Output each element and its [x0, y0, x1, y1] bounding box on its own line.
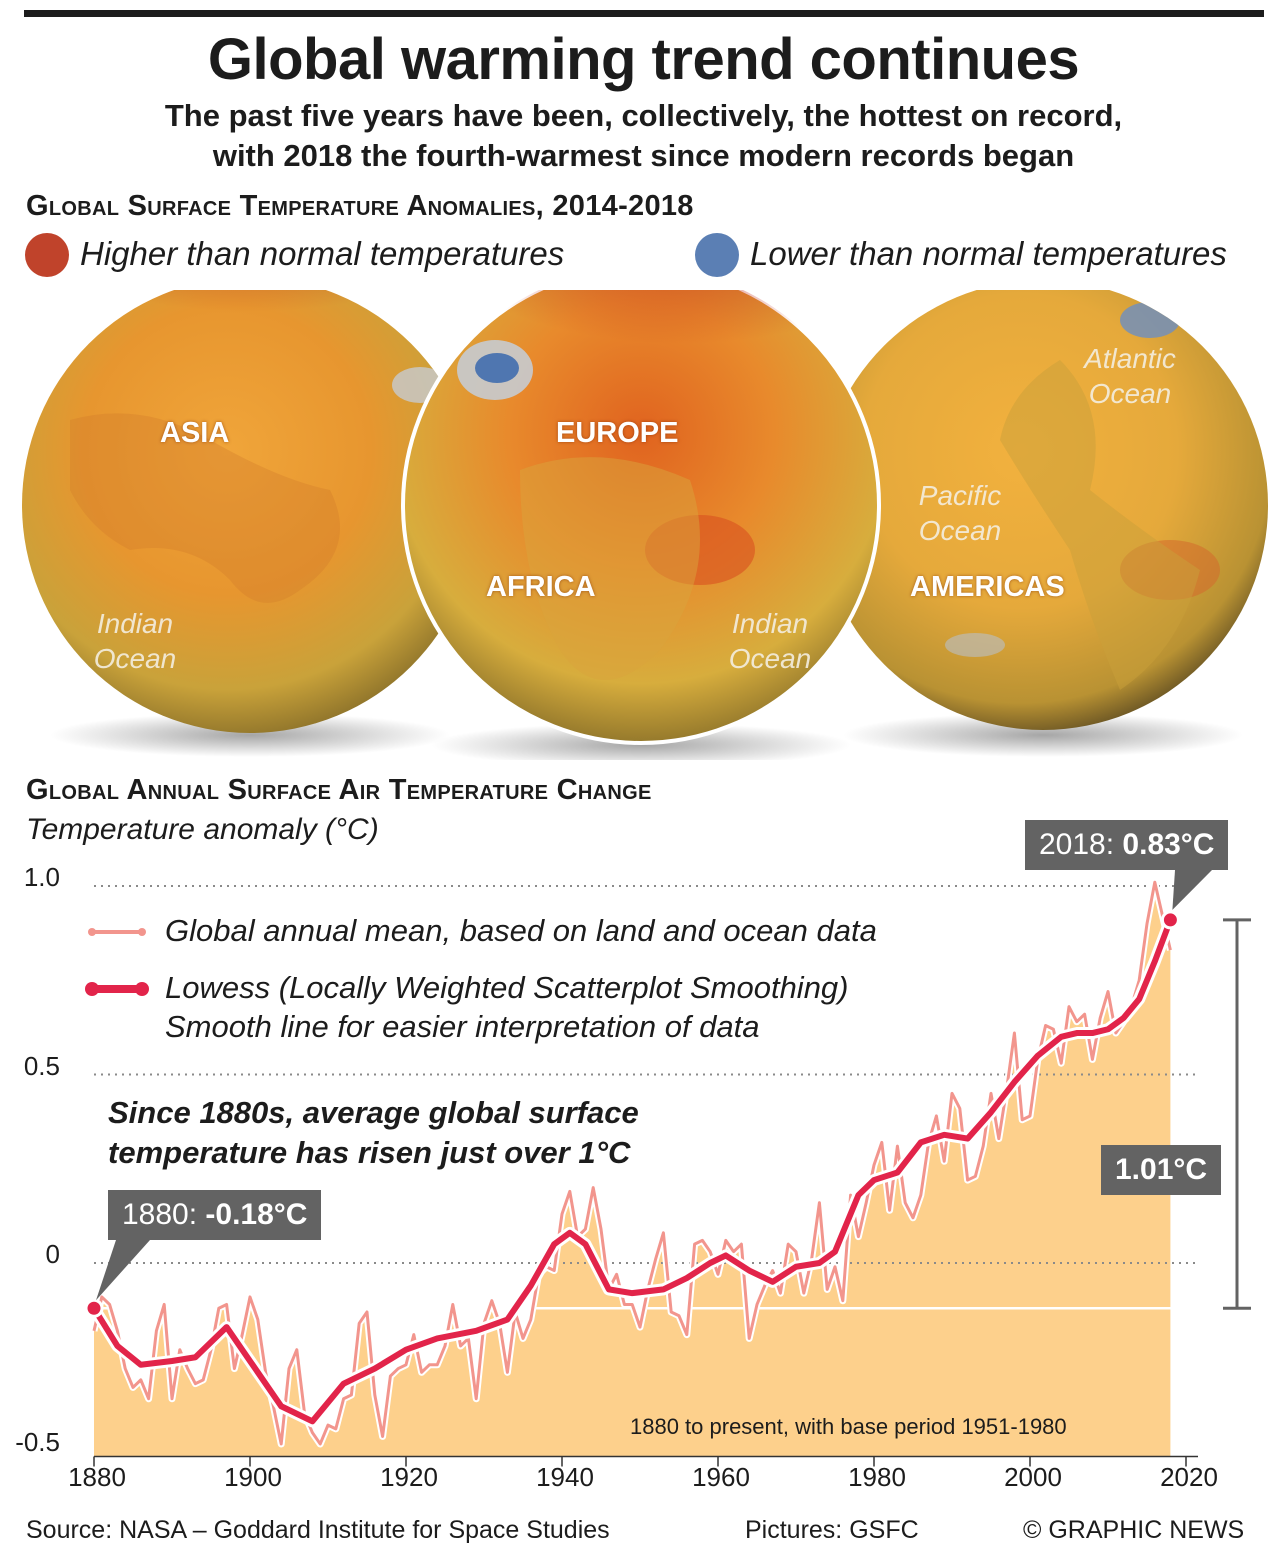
legend-mean-dot — [88, 928, 96, 936]
asia-label: ASIA — [160, 417, 230, 449]
graphic-news-credit: © GRAPHIC NEWS — [1023, 1516, 1245, 1544]
legend-low-label: Lower than normal temperatures — [750, 235, 1227, 272]
legend-lowess-dot — [85, 982, 99, 996]
chart-ylabel: Temperature anomaly (°C) — [26, 813, 379, 846]
rise-label: 1.01°C — [1101, 1145, 1222, 1195]
map-section-heading: Global Surface Temperature Anomalies, 20… — [26, 190, 694, 222]
ytick-label: 0 — [45, 1239, 60, 1269]
americas-label: AMERICAS — [910, 571, 1065, 603]
annotation-line-2: temperature has risen just over 1°C — [108, 1135, 631, 1170]
asia-ocean-label: Indian Ocean — [93, 608, 177, 674]
legend-lowess-2: Smooth line for easier interpretation of… — [165, 1009, 760, 1044]
xtick-label: 1980 — [848, 1462, 906, 1492]
temperature-chart — [84, 870, 1251, 1467]
annotation-line-1: Since 1880s, average global surface — [108, 1095, 639, 1130]
xtick-label: 1960 — [692, 1462, 750, 1492]
callout-2018: 2018: 0.83°C — [1025, 820, 1229, 870]
xtick-label: 1940 — [536, 1462, 594, 1492]
source-credit: Source: NASA – Goddard Institute for Spa… — [26, 1516, 610, 1544]
atlantic-ocean-label: Atlantic Ocean — [1084, 343, 1176, 409]
low-temp-swatch — [695, 233, 739, 277]
area-fill — [94, 882, 1171, 1457]
base-period-note: 1880 to present, with base period 1951-1… — [630, 1414, 1067, 1439]
lowess-line — [91, 916, 1174, 1425]
ytick-label: 0.5 — [23, 1051, 60, 1081]
xtick-label: 2000 — [1004, 1462, 1062, 1492]
chart-section-heading: Global Annual Surface Air Temperature Ch… — [26, 774, 652, 806]
point-1880 — [84, 1298, 104, 1318]
legend-high-label: Higher than normal temperatures — [80, 235, 565, 272]
ytick-label: 1.0 — [23, 862, 60, 892]
africa-label: AFRICA — [486, 571, 596, 603]
top-rule — [24, 10, 1264, 17]
asia-globe — [22, 290, 478, 733]
callout-1880-pointer — [96, 1240, 150, 1301]
high-temp-swatch — [25, 233, 69, 277]
legend-lowess-1: Lowess (Locally Weighted Scatterplot Smo… — [165, 970, 849, 1005]
legend-annual-mean: Global annual mean, based on land and oc… — [165, 913, 877, 948]
europe-ocean-label: Indian Ocean — [728, 608, 812, 674]
annual-mean-line — [92, 880, 1172, 1446]
xtick-label: 1900 — [224, 1462, 282, 1492]
callout-2018-pointer — [1172, 870, 1212, 910]
pictures-credit: Pictures: GSFC — [745, 1516, 919, 1544]
xtick-label: 2020 — [1160, 1462, 1218, 1492]
subtitle-line-2: with 2018 the fourth-warmest since moder… — [212, 138, 1075, 173]
callout-1880: 1880: -0.18°C — [108, 1190, 322, 1240]
ytick-label: -0.5 — [15, 1427, 60, 1457]
legend-mean-dot — [138, 928, 146, 936]
pacific-ocean-label: Pacific Ocean — [918, 480, 1002, 546]
point-2018 — [1160, 910, 1180, 930]
subtitle-line-1: The past five years have been, collectiv… — [164, 98, 1123, 133]
globes-illustration — [22, 290, 1268, 760]
xtick-label: 1880 — [68, 1462, 126, 1492]
xtick-label: 1920 — [380, 1462, 438, 1492]
europe-label: EUROPE — [556, 417, 679, 449]
americas-globe — [818, 290, 1268, 730]
legend-lowess-dot — [135, 982, 149, 996]
page-title: Global warming trend continues — [207, 27, 1080, 92]
